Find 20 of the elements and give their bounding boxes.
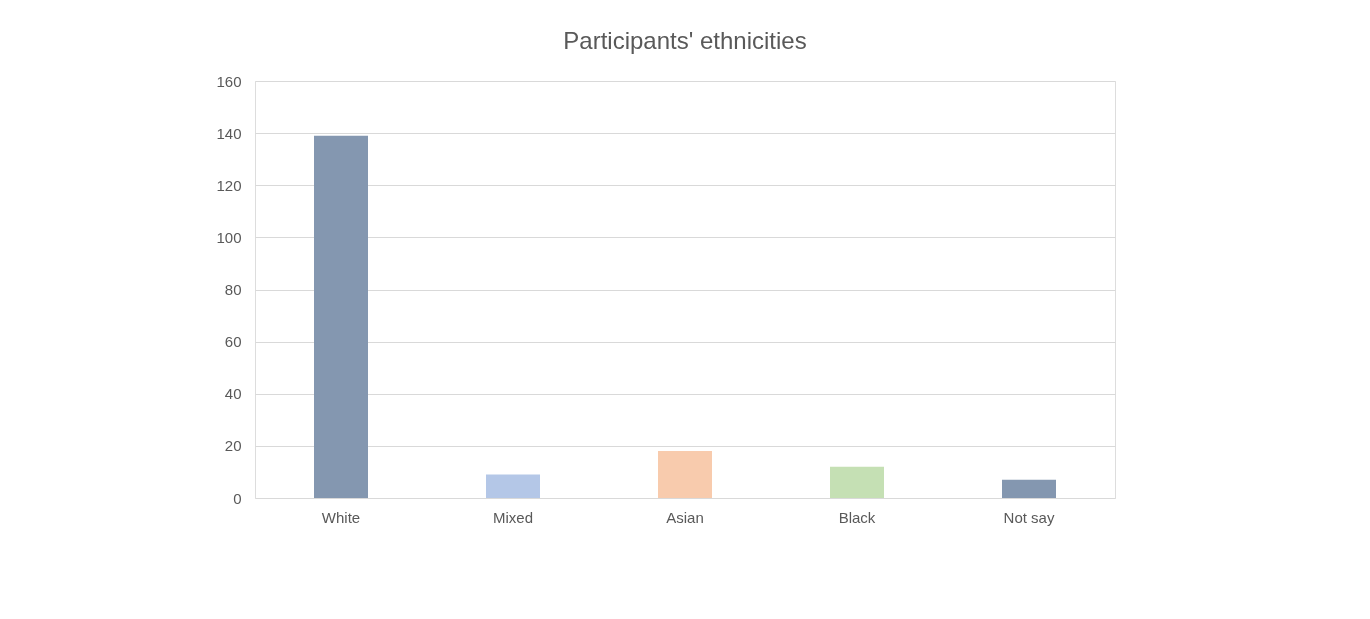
bar [314,135,368,498]
y-tick-label: 0 [233,489,242,507]
x-tick-label: Not say [1003,508,1055,526]
y-tick-label: 80 [224,281,242,298]
chart-title: Participants' ethnicities [563,27,807,54]
y-tick-label: 60 [224,333,242,351]
bar [1002,479,1056,498]
x-tick-label: Asian [666,508,704,526]
bar [658,451,712,498]
bar [830,466,884,498]
x-tick-label: Black [838,508,876,526]
y-tick-label: 40 [224,385,242,403]
y-tick-label: 20 [224,437,242,455]
y-tick-label: 140 [216,124,242,142]
x-tick-label: White [321,508,361,526]
y-tick-label: 160 [216,72,242,90]
x-tick-label: Mixed [492,508,534,526]
y-tick-label: 100 [216,228,242,246]
bar [486,474,540,498]
y-tick-label: 120 [216,176,242,194]
